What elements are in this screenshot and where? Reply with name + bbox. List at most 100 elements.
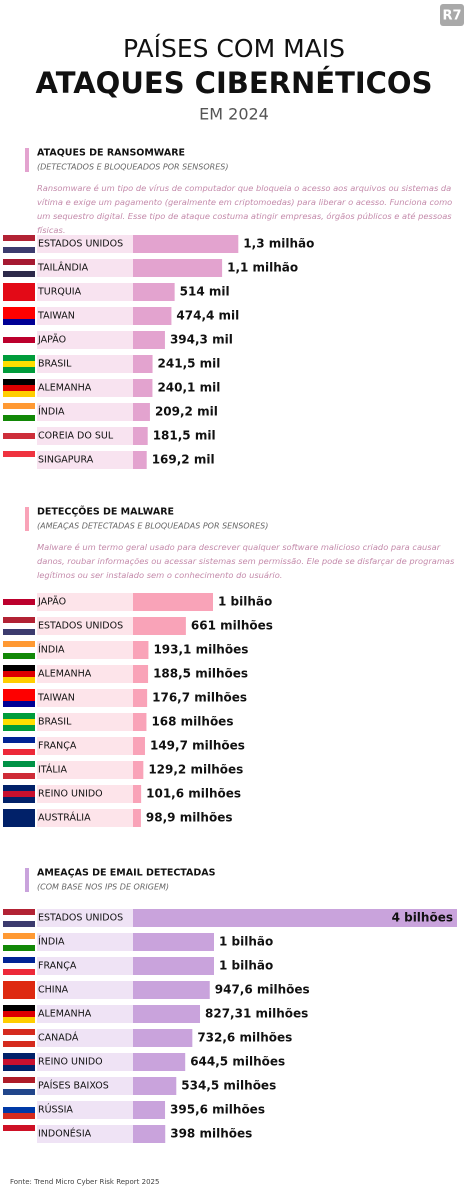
- flag: [3, 677, 35, 683]
- category-label: ÍNDIA: [38, 406, 65, 418]
- bar: [133, 713, 147, 731]
- bar: [133, 909, 457, 927]
- label-bg: [37, 809, 133, 827]
- value-label: 240,1 mil: [157, 381, 220, 395]
- flag: [3, 653, 35, 659]
- value-label: 4 bilhões: [392, 911, 453, 925]
- category-label: TURQUIA: [37, 287, 82, 298]
- title-line: ATAQUES CIBERNÉTICOS: [36, 66, 433, 100]
- bar: [133, 1053, 186, 1071]
- section-marker: [25, 507, 29, 531]
- flag: [3, 737, 35, 743]
- section-subtitle: (COM BASE NOS IPS DE ORIGEM): [37, 883, 169, 892]
- flag: [3, 773, 35, 779]
- category-label: ITÁLIA: [38, 764, 67, 776]
- category-label: ÍNDIA: [38, 644, 65, 656]
- value-label: 176,7 milhões: [152, 691, 247, 705]
- bar: [133, 1029, 193, 1047]
- flag: [3, 623, 35, 629]
- category-label: BRASIL: [38, 717, 72, 728]
- flag: [3, 641, 35, 647]
- flag: [3, 909, 35, 915]
- value-label: 149,7 milhões: [150, 739, 245, 753]
- flag: [3, 451, 35, 457]
- flag: [3, 767, 35, 773]
- label-bg: [37, 785, 133, 803]
- logo-box: [440, 4, 464, 26]
- flag: [3, 1005, 35, 1011]
- category-label: INDONÉSIA: [38, 1128, 92, 1140]
- label-bg: [37, 933, 133, 951]
- value-label: 732,6 milhões: [197, 1031, 292, 1045]
- category-label: ESTADOS UNIDOS: [38, 621, 123, 632]
- label-bg: [37, 617, 133, 635]
- flag: [3, 1029, 35, 1035]
- label-bg: [37, 737, 133, 755]
- label-bg: [37, 403, 133, 421]
- category-label: ESTADOS UNIDOS: [38, 913, 123, 924]
- flag: [3, 671, 35, 677]
- flag: [3, 235, 35, 241]
- flag: [3, 457, 35, 463]
- value-label: 644,5 milhões: [190, 1055, 285, 1069]
- flag: [3, 1077, 35, 1083]
- flag: [3, 599, 35, 605]
- category-label: REINO UNIDO: [38, 789, 103, 800]
- label-bg: [37, 593, 133, 611]
- flag: [3, 289, 35, 295]
- label-bg: [37, 427, 133, 445]
- category-label: ALEMANHA: [38, 669, 92, 680]
- flag: [3, 385, 35, 391]
- label-bg: [37, 451, 133, 469]
- bar: [133, 331, 165, 349]
- flag: [3, 1113, 35, 1119]
- label-bg: [37, 909, 133, 927]
- flag: [3, 981, 35, 987]
- label-bg: [37, 689, 133, 707]
- bar: [133, 283, 175, 301]
- bar: [133, 1077, 177, 1095]
- category-label: ÍNDIA: [38, 936, 65, 948]
- flag: [3, 379, 35, 385]
- flag: [3, 701, 35, 707]
- value-label: 398 milhões: [170, 1127, 252, 1141]
- flag: [3, 1017, 35, 1023]
- bar: [133, 259, 223, 277]
- flag: [3, 629, 35, 635]
- value-label: 1 bilhão: [219, 959, 273, 973]
- flag: [3, 1011, 35, 1017]
- title-line: EM 2024: [199, 105, 269, 124]
- value-label: 1,3 milhão: [243, 237, 314, 251]
- flag: [3, 743, 35, 749]
- section-marker: [25, 148, 29, 172]
- label-bg: [37, 1005, 133, 1023]
- flag: [3, 593, 35, 599]
- flag: [3, 403, 35, 409]
- flag: [3, 695, 35, 701]
- category-label: COREIA DO SUL: [38, 431, 114, 442]
- flag: [3, 1083, 35, 1089]
- flag: [3, 921, 35, 927]
- flag: [3, 265, 35, 271]
- bar: [133, 981, 210, 999]
- bar: [133, 379, 153, 397]
- bar: [133, 403, 150, 421]
- flag: [3, 809, 35, 815]
- flag: [3, 1107, 35, 1113]
- label-bg: [37, 1125, 133, 1143]
- logo: R7: [442, 9, 461, 24]
- flag: [3, 409, 35, 415]
- value-label: 534,5 milhões: [181, 1079, 276, 1093]
- flag: [3, 785, 35, 791]
- flag: [3, 647, 35, 653]
- flag: [3, 761, 35, 767]
- category-label: RÚSSIA: [38, 1104, 73, 1116]
- flag: [3, 725, 35, 731]
- bar: [133, 1005, 201, 1023]
- flag: [3, 719, 35, 725]
- bar: [133, 1125, 166, 1143]
- bar: [133, 1101, 166, 1119]
- label-bg: [37, 713, 133, 731]
- flag: [3, 689, 35, 695]
